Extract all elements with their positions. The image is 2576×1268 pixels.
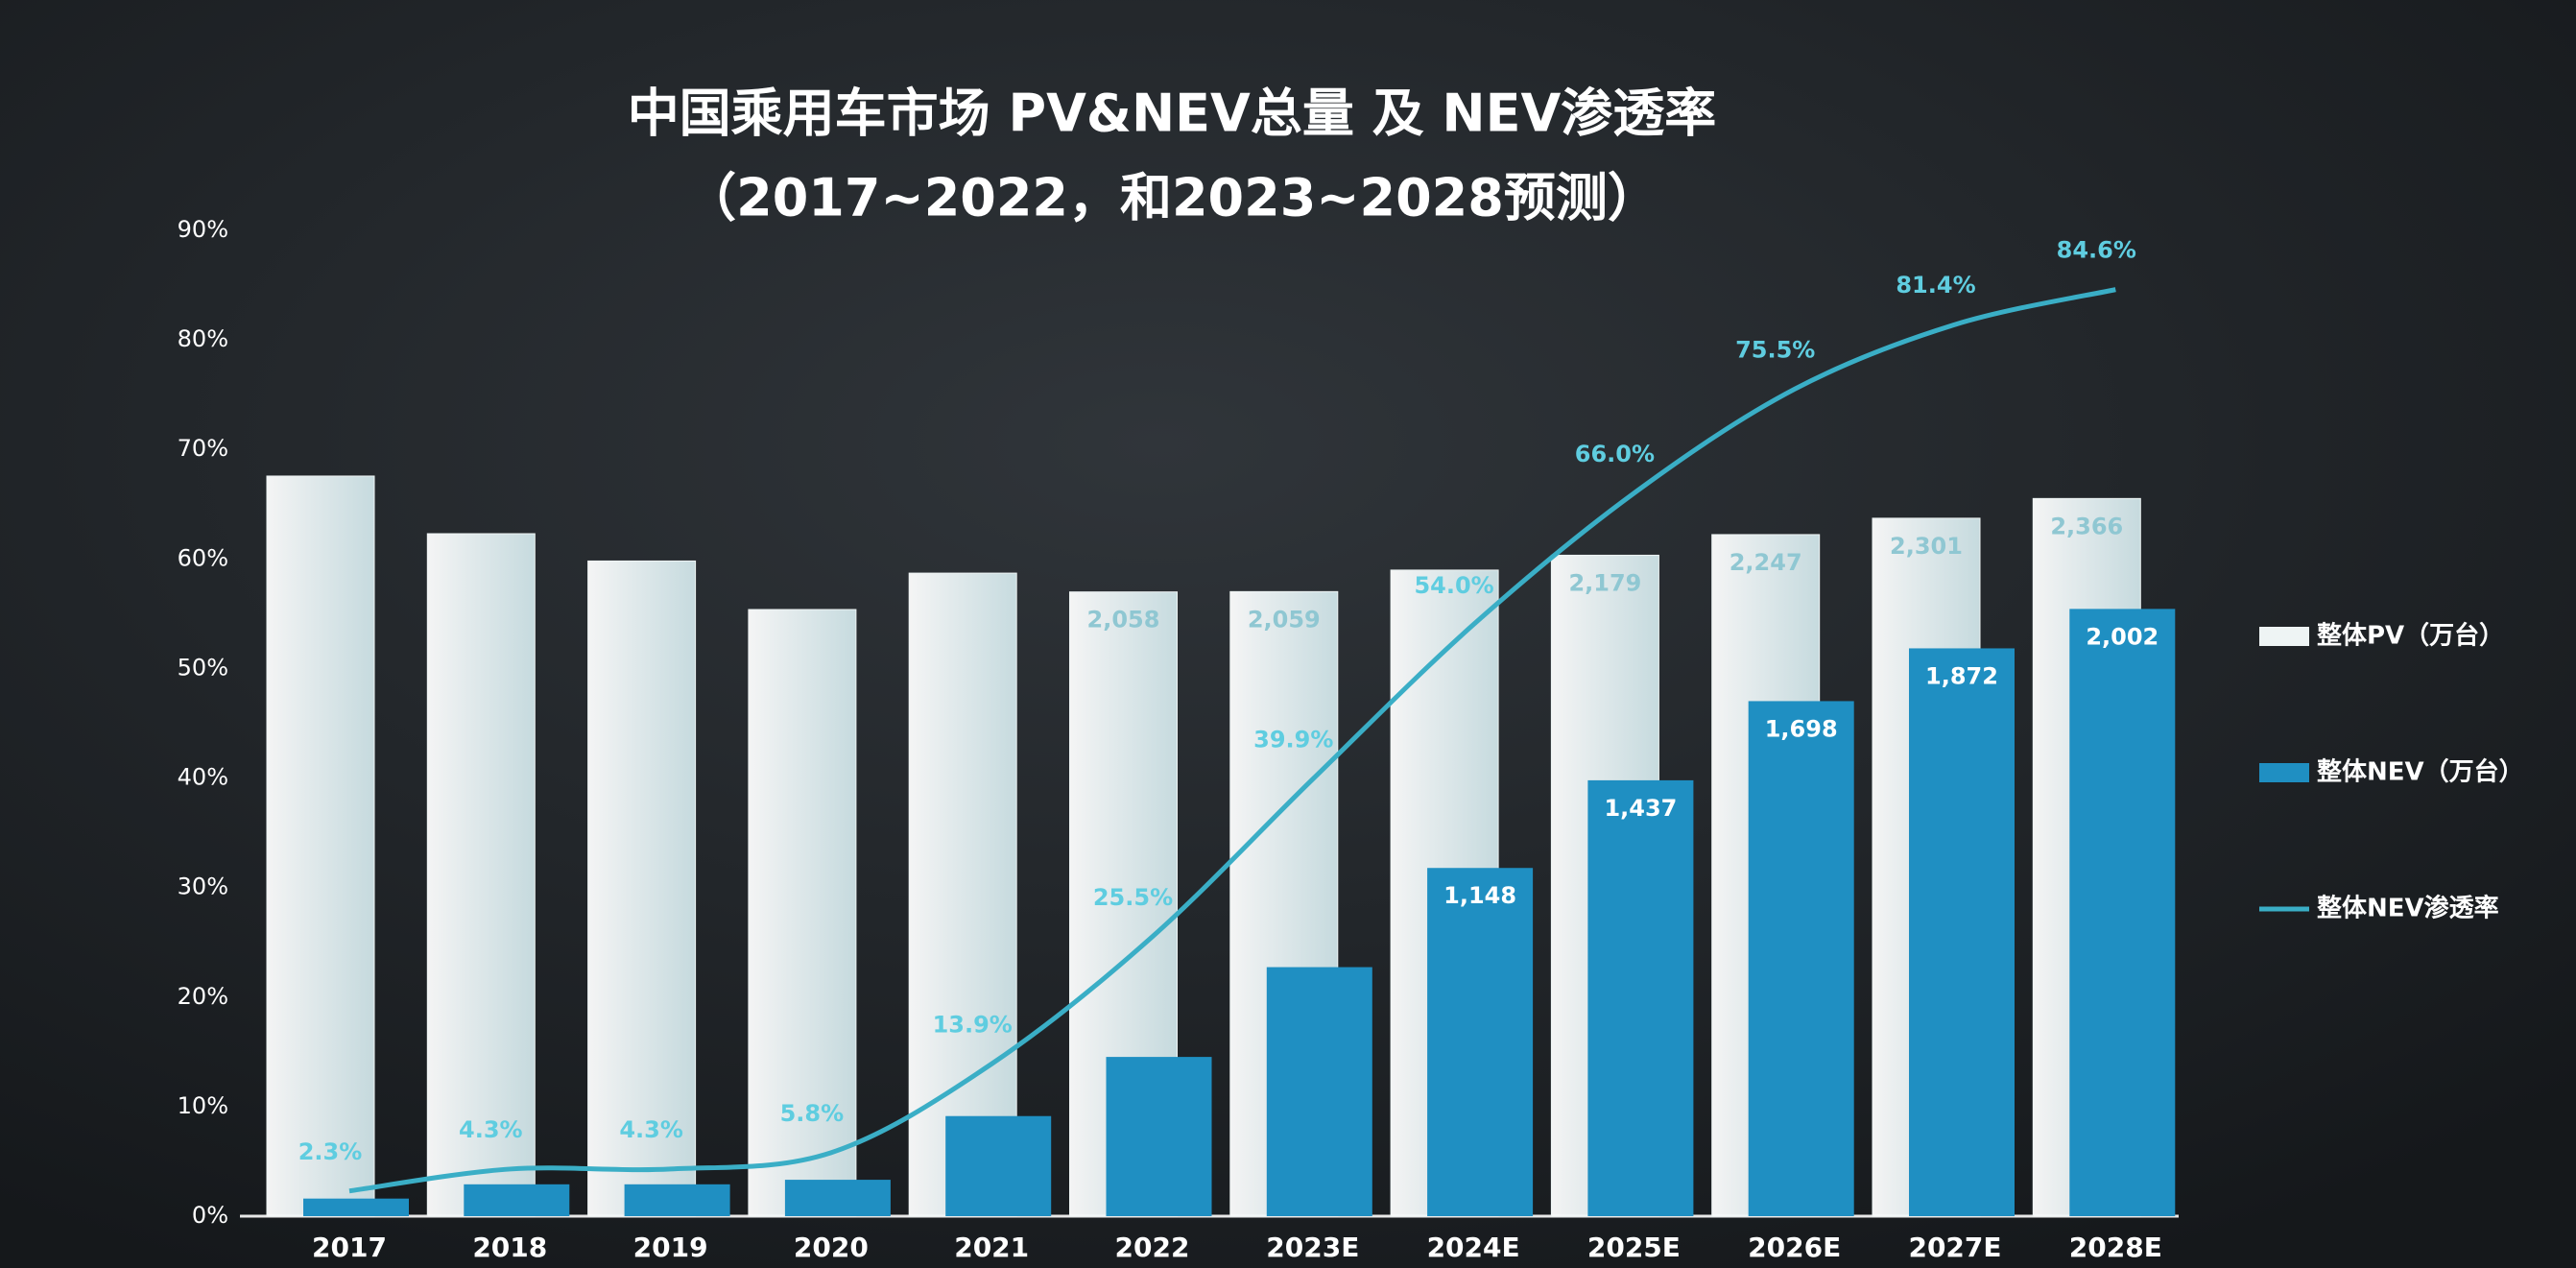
bar-value-label: 2,179 (1568, 569, 1641, 596)
legend-label: 整体NEV渗透率 (2317, 894, 2499, 923)
bar (303, 1198, 409, 1216)
x-tick-label: 2019 (633, 1232, 708, 1263)
x-tick-label: 2018 (472, 1232, 547, 1263)
y-tick-label: 30% (178, 873, 228, 900)
bar (266, 475, 375, 1217)
x-tick-label: 2026E (1748, 1232, 1841, 1263)
chart-subtitle: （2017~2022，和2023~2028预测） (684, 168, 1659, 228)
bar (1909, 648, 2015, 1216)
x-tick-label: 2023E (1266, 1232, 1359, 1263)
y-tick-label: 70% (178, 435, 228, 462)
y-tick-label: 90% (178, 216, 228, 243)
line-value-label: 25.5% (1093, 884, 1173, 911)
chart-title: 中国乘用车市场 PV&NEV总量 及 NEV渗透率 (628, 84, 1717, 144)
line-value-label: 75.5% (1735, 336, 1815, 363)
bar (945, 1115, 1052, 1216)
x-tick-label: 2028E (2069, 1232, 2162, 1263)
bar (587, 560, 697, 1217)
line-value-label: 2.3% (298, 1138, 363, 1165)
bar-value-label: 1,437 (1604, 795, 1677, 822)
y-tick-label: 20% (178, 983, 228, 1010)
bar (464, 1184, 570, 1216)
bar (748, 609, 857, 1217)
line (348, 287, 2116, 1194)
bar (1748, 701, 1854, 1216)
x-tick-label: 2022 (1115, 1232, 1190, 1263)
bar-value-label: 2,058 (1087, 607, 1160, 634)
line-value-label: 13.9% (933, 1011, 1013, 1038)
y-tick-label: 10% (178, 1092, 228, 1119)
bar-value-label: 2,247 (1729, 549, 1802, 576)
line-value-label: 66.0% (1575, 441, 1655, 467)
y-tick-label: 0% (192, 1202, 228, 1229)
x-tick-label: 2021 (954, 1232, 1029, 1263)
line-value-label: 4.3% (459, 1116, 523, 1143)
bar (908, 572, 1017, 1217)
y-tick-label: 60% (178, 544, 228, 571)
bar-value-label: 2,059 (1248, 606, 1321, 633)
bar-value-label: 1,698 (1765, 715, 1838, 742)
bar (784, 1180, 891, 1216)
bar (1266, 967, 1372, 1216)
bar (1106, 1057, 1212, 1216)
bar (1427, 868, 1534, 1216)
y-tick-label: 80% (178, 325, 228, 352)
legend-label: 整体NEV（万台） (2317, 757, 2524, 787)
legend-swatch (2259, 763, 2309, 782)
x-tick-label: 2025E (1587, 1232, 1681, 1263)
plot-area: 0% 10% 20% 30% 40% 50% 60% 70% 80% 90% 2017 2018 201… (178, 216, 2524, 1263)
bar (624, 1184, 730, 1216)
bar (426, 533, 536, 1217)
bar-value-label: 1,148 (1443, 882, 1516, 909)
x-tick-label: 2017 (312, 1232, 387, 1263)
bar-value-label: 2,366 (2050, 513, 2123, 539)
line-value-label: 5.8% (780, 1100, 845, 1127)
y-tick-label: 40% (178, 764, 228, 791)
legend-swatch (2259, 627, 2309, 646)
bar (1587, 779, 1694, 1216)
bar-value-label: 1,872 (1925, 662, 1998, 689)
bar-value-label: 2,301 (1890, 533, 1963, 560)
line-value-label: 81.4% (1896, 272, 1975, 299)
line-value-label: 84.6% (2057, 237, 2136, 264)
line-value-label: 39.9% (1253, 727, 1333, 754)
x-tick-label: 2020 (794, 1232, 869, 1263)
line-value-label: 54.0% (1414, 572, 1493, 599)
line-value-label: 4.3% (619, 1116, 683, 1143)
y-tick-label: 50% (178, 654, 228, 681)
bar (2069, 609, 2176, 1216)
x-tick-label: 2027E (1908, 1232, 2001, 1263)
legend-label: 整体PV（万台） (2317, 621, 2504, 651)
bar-value-label: 2,002 (2086, 623, 2159, 650)
x-tick-label: 2024E (1427, 1232, 1520, 1263)
